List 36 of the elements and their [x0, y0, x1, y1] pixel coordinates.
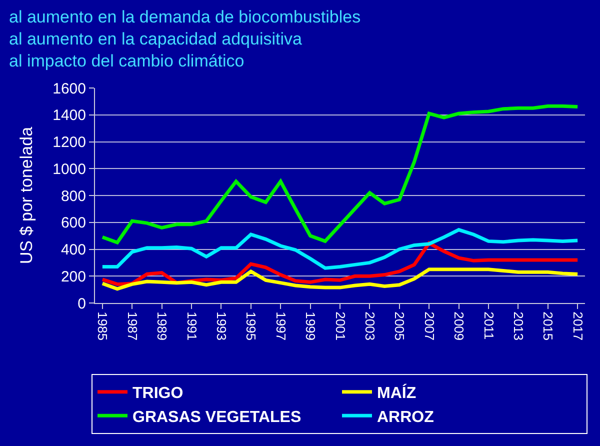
x-tick-label: 1985 — [95, 312, 110, 341]
x-tick-label: 1995 — [244, 312, 259, 341]
x-tick-label: 1993 — [214, 312, 229, 341]
x-tick-label: 2009 — [452, 312, 467, 341]
y-tick-label: 1200 — [52, 134, 86, 151]
x-tick-label: 1987 — [124, 312, 140, 341]
y-tick-label: 400 — [60, 242, 86, 258]
x-tick-label: 2015 — [540, 312, 556, 341]
y-tick-label: 1400 — [52, 107, 86, 124]
x-tick-label: 1999 — [303, 312, 318, 341]
x-tick-label: 2013 — [510, 312, 526, 341]
x-tick-label: 2011 — [481, 312, 496, 340]
legend-label: MAÍZ — [377, 383, 416, 402]
chart-title: al aumento en la demanda de biocombustibles al aumento en la capacidad adquisitiva al impacto del cambio climático — [9, 7, 361, 70]
legend-label: GRASAS VEGETALES — [132, 408, 302, 426]
y-tick-label: 800 — [60, 188, 86, 205]
legend-label: ARROZ — [377, 408, 434, 426]
x-tick-label: 1991 — [184, 312, 200, 341]
x-tick-label: 1989 — [154, 312, 170, 341]
y-tick-label: 0 — [78, 295, 86, 312]
line-series — [100, 268, 580, 291]
y-tick-label: 1600 — [52, 80, 86, 98]
line-series — [100, 104, 580, 244]
x-tick-label: 2005 — [392, 312, 408, 341]
line-series — [100, 241, 580, 286]
x-tick-label: 2007 — [422, 312, 437, 341]
legend-label: TRIGO — [132, 385, 184, 402]
line-series — [100, 228, 580, 270]
y-tick-label: 600 — [60, 214, 86, 232]
x-tick-label: 2003 — [362, 312, 378, 341]
y-axis-title: US $ por tonelada — [17, 126, 36, 264]
y-tick-label: 1000 — [52, 160, 86, 178]
x-tick-label: 2001 — [332, 312, 348, 341]
x-tick-label: 1997 — [273, 312, 288, 341]
y-tick-label: 200 — [60, 268, 86, 286]
x-tick-label: 2017 — [570, 312, 586, 341]
